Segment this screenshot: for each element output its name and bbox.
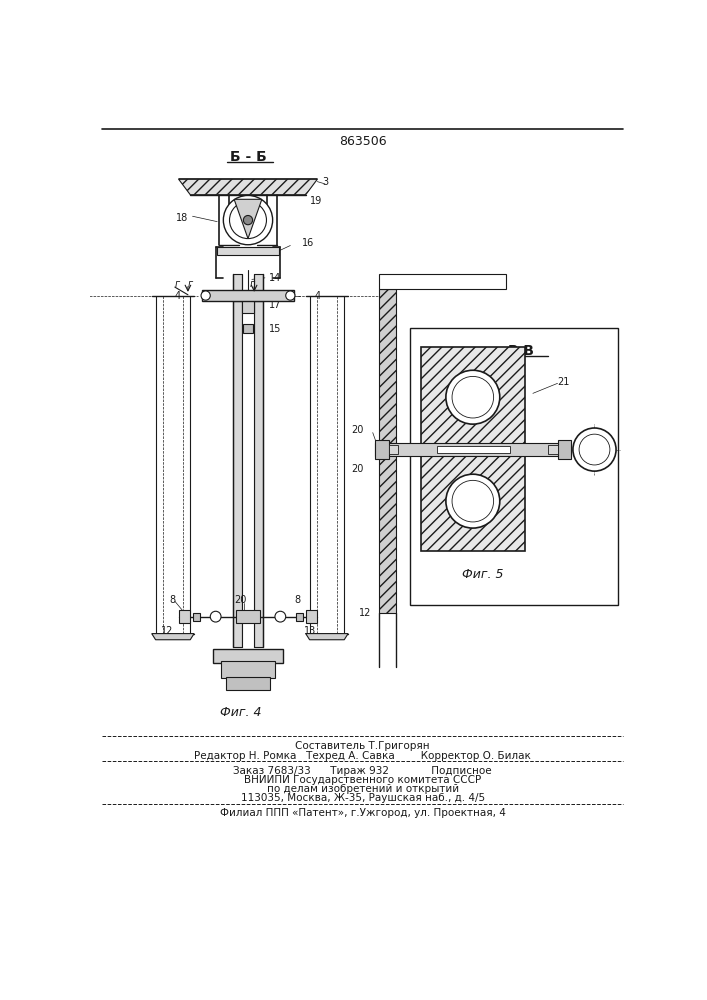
Text: ВНИИПИ Государственного комитета СССР: ВНИИПИ Государственного комитета СССР: [244, 775, 481, 785]
Polygon shape: [305, 634, 348, 640]
Circle shape: [286, 291, 295, 300]
Bar: [243, 324, 252, 333]
Text: 20: 20: [351, 464, 363, 474]
Bar: [296, 613, 303, 620]
Bar: [375, 443, 571, 456]
Bar: [558, 440, 571, 459]
Bar: [214, 649, 283, 663]
Text: 16: 16: [302, 238, 314, 248]
Circle shape: [446, 474, 500, 528]
Bar: [233, 274, 242, 301]
Text: Б - Б: Б - Б: [230, 150, 267, 164]
Text: 4: 4: [314, 291, 320, 301]
Bar: [379, 289, 396, 613]
Text: 21: 21: [558, 377, 570, 387]
Text: Филиал ППП «Патент», г.Ужгород, ул. Проектная, 4: Филиал ППП «Патент», г.Ужгород, ул. Прое…: [220, 808, 506, 818]
Bar: [437, 446, 510, 453]
Text: 20: 20: [351, 425, 363, 435]
Text: 13: 13: [303, 626, 316, 636]
Text: 15: 15: [269, 324, 281, 334]
Circle shape: [223, 195, 273, 245]
Circle shape: [201, 291, 210, 300]
Text: 14: 14: [269, 273, 281, 283]
Bar: [409, 328, 618, 605]
Circle shape: [446, 370, 500, 424]
Bar: [421, 347, 525, 551]
Bar: [242, 301, 254, 647]
Bar: [226, 677, 269, 690]
Text: 18: 18: [177, 213, 189, 223]
Polygon shape: [379, 274, 506, 289]
Text: 19: 19: [310, 196, 322, 206]
Text: Фиг. 5: Фиг. 5: [462, 568, 503, 581]
Text: г: г: [187, 279, 193, 289]
Text: В-В: В-В: [508, 344, 534, 358]
Text: 4: 4: [174, 291, 180, 301]
Text: 8: 8: [294, 595, 300, 605]
Text: Заказ 7683/33      Тираж 932             Подписное: Заказ 7683/33 Тираж 932 Подписное: [233, 766, 492, 776]
Text: 12: 12: [161, 626, 173, 636]
Text: Составитель Т.Григорян: Составитель Т.Григорян: [296, 741, 430, 751]
Bar: [254, 274, 264, 301]
Circle shape: [275, 611, 286, 622]
Text: 12: 12: [359, 608, 371, 618]
Text: 8: 8: [170, 595, 175, 605]
Polygon shape: [152, 634, 194, 640]
Bar: [305, 610, 317, 623]
Bar: [375, 440, 389, 459]
Text: 113035, Москва, Ж-35, Раушская наб., д. 4/5: 113035, Москва, Ж-35, Раушская наб., д. …: [240, 793, 485, 803]
Bar: [201, 290, 294, 301]
Circle shape: [243, 215, 252, 225]
Text: г: г: [175, 279, 180, 289]
Bar: [221, 661, 275, 678]
Polygon shape: [179, 179, 317, 195]
Text: 863506: 863506: [339, 135, 387, 148]
Bar: [179, 610, 190, 623]
Bar: [242, 293, 254, 312]
Polygon shape: [234, 199, 262, 239]
Text: г: г: [250, 279, 255, 289]
Text: Фиг. 4: Фиг. 4: [220, 706, 261, 719]
Circle shape: [210, 611, 221, 622]
Text: 20: 20: [234, 595, 247, 605]
Bar: [389, 445, 398, 454]
Bar: [217, 247, 279, 255]
Text: 23: 23: [558, 445, 570, 455]
Bar: [254, 301, 264, 647]
Text: 17: 17: [269, 300, 281, 310]
Text: 3: 3: [322, 177, 328, 187]
Bar: [192, 613, 200, 620]
Circle shape: [573, 428, 616, 471]
Text: Редактор Н. Ромка   Техред А. Савка        Корректор О. Билак: Редактор Н. Ромка Техред А. Савка Коррек…: [194, 751, 531, 761]
Bar: [233, 301, 242, 647]
Bar: [236, 610, 259, 623]
Text: по делам изобретений и открытий: по делам изобретений и открытий: [267, 784, 459, 794]
Bar: [549, 445, 558, 454]
